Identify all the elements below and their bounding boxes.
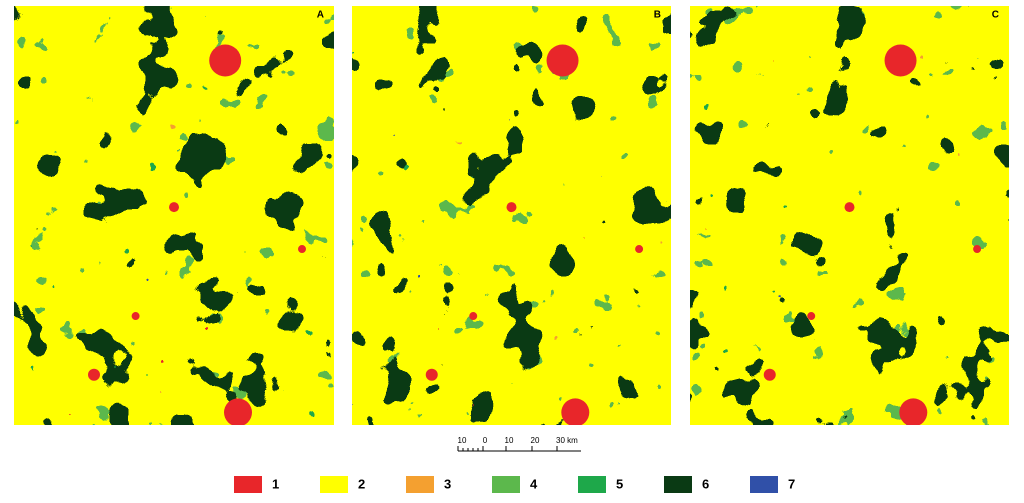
legend-swatch xyxy=(406,476,434,493)
urban-area xyxy=(561,398,590,425)
legend-swatch xyxy=(578,476,606,493)
map-panel xyxy=(690,6,1009,425)
legend-swatch xyxy=(320,476,348,493)
land-cover-layer xyxy=(690,6,1009,425)
map-panel xyxy=(352,6,671,425)
urban-area xyxy=(546,44,579,77)
legend-label: 4 xyxy=(530,476,538,491)
legend-label: 5 xyxy=(616,476,623,491)
urban-area xyxy=(506,202,517,213)
panel-label: A xyxy=(317,10,324,21)
scale-label: 20 xyxy=(531,436,540,445)
legend: 1 2 3 4 5 6 7 xyxy=(234,476,795,493)
scale-label: 10 xyxy=(458,436,467,445)
legend-label: 3 xyxy=(444,476,451,491)
urban-area xyxy=(169,202,179,213)
legend-label: 7 xyxy=(788,476,795,491)
legend-swatch xyxy=(750,476,778,493)
land-cover-layer xyxy=(352,6,671,425)
land-cover-layer xyxy=(14,6,334,425)
urban-area xyxy=(224,398,252,425)
urban-area xyxy=(884,44,917,77)
urban-area xyxy=(425,368,438,381)
urban-area xyxy=(469,312,478,321)
map-panel xyxy=(14,6,334,425)
panel-label: B xyxy=(654,10,661,21)
scale-label: 10 xyxy=(505,436,514,445)
urban-area xyxy=(973,245,982,254)
urban-area xyxy=(807,312,816,321)
urban-area xyxy=(131,312,140,321)
legend-swatch xyxy=(234,476,262,493)
scale-label: 30 km xyxy=(556,436,578,445)
legend-label: 1 xyxy=(272,476,279,491)
urban-area xyxy=(88,368,100,381)
scale-label: 0 xyxy=(483,436,488,445)
urban-area xyxy=(899,398,928,425)
scale-bar: 10 0 10 20 30 km xyxy=(457,436,581,452)
legend-label: 6 xyxy=(702,476,709,491)
urban-area xyxy=(844,202,855,213)
urban-area xyxy=(298,245,306,254)
urban-area xyxy=(763,368,776,381)
legend-label: 2 xyxy=(358,476,365,491)
legend-swatch xyxy=(664,476,692,493)
urban-area xyxy=(209,44,242,77)
urban-area xyxy=(635,245,644,254)
map-panels xyxy=(14,6,1009,425)
legend-swatch xyxy=(492,476,520,493)
panel-label: C xyxy=(992,10,999,21)
